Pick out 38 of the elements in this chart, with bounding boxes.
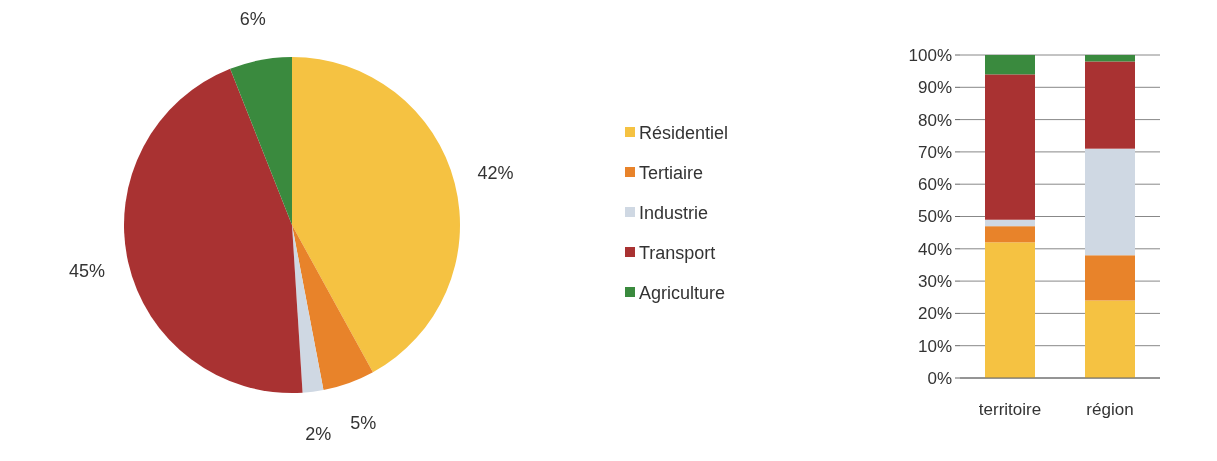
bar — [985, 242, 1035, 378]
data-label: 42% — [477, 163, 514, 184]
y-tick-label: 40% — [917, 239, 952, 259]
pie-slice — [230, 57, 292, 225]
pie-slice — [124, 68, 303, 393]
y-tick-label: 30% — [917, 272, 952, 292]
y-tick-label: 80% — [917, 110, 952, 130]
pie-slice — [292, 225, 373, 391]
data-label: 45% — [69, 261, 106, 282]
bar — [985, 74, 1035, 220]
bar — [1085, 300, 1135, 378]
bar — [985, 226, 1035, 243]
legend-label: Agriculture — [639, 283, 726, 304]
pie-slice — [292, 225, 324, 393]
y-tick-label: 50% — [917, 207, 952, 227]
y-tick-label: 60% — [917, 175, 952, 195]
y-tick-label: 90% — [917, 78, 952, 98]
bar — [1085, 61, 1135, 149]
bar — [1085, 148, 1135, 256]
data-label: 5% — [350, 412, 377, 433]
legend-label: Tertiaire — [639, 163, 704, 184]
bar — [1085, 255, 1135, 301]
x-tick-label: région — [1086, 400, 1134, 419]
data-label: 6% — [239, 9, 266, 30]
y-tick-label: 10% — [917, 336, 952, 356]
legend-label: Résidentiel — [639, 123, 729, 144]
legend-label: Industrie — [639, 203, 709, 224]
bar — [985, 55, 1035, 75]
x-tick-label: territoire — [978, 400, 1042, 419]
y-tick-label: 0% — [927, 368, 952, 388]
bar — [1085, 55, 1135, 62]
bar — [985, 219, 1035, 227]
data-label: 2% — [305, 423, 332, 444]
legend-label: Transport — [639, 243, 716, 264]
pie-slice — [292, 57, 460, 373]
y-tick-label: 70% — [917, 142, 952, 162]
y-tick-label: 20% — [917, 304, 952, 324]
y-tick-label: 100% — [908, 45, 952, 65]
